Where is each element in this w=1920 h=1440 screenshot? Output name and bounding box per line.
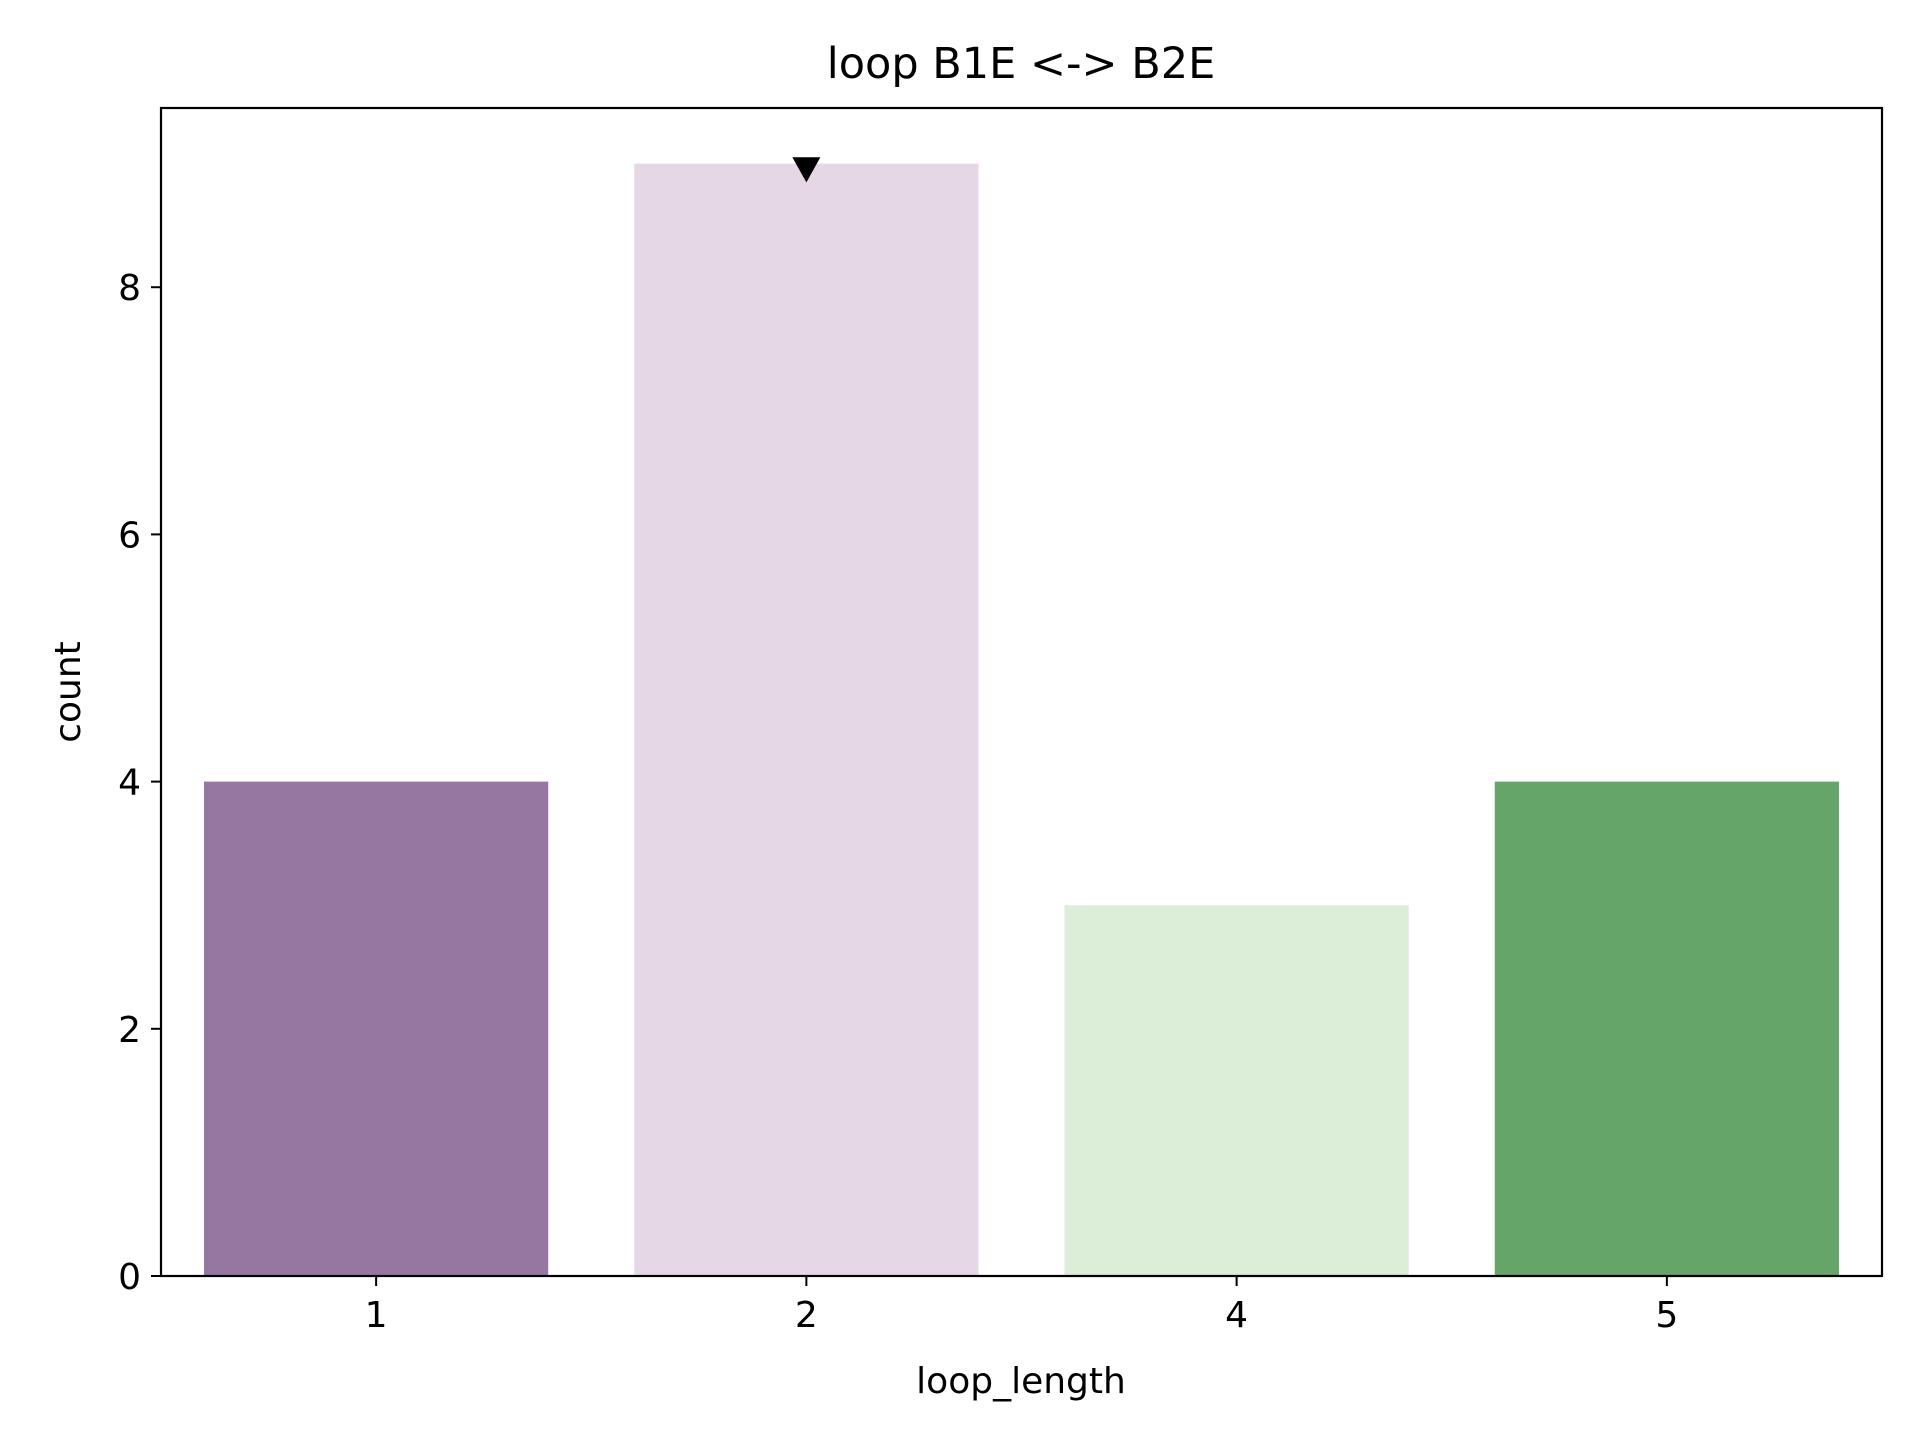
x-tick-label-5: 5 bbox=[1655, 1295, 1678, 1336]
x-axis-label: loop_length bbox=[916, 1361, 1126, 1402]
chart-title: loop B1E <-> B2E bbox=[827, 39, 1216, 89]
bar-5 bbox=[1494, 781, 1839, 1276]
x-tick-label-4: 4 bbox=[1225, 1295, 1248, 1336]
bars-group bbox=[204, 163, 1839, 1276]
marker-2 bbox=[792, 157, 821, 183]
y-axis-label: count bbox=[48, 641, 89, 743]
plot-frame bbox=[159, 106, 1884, 1278]
x-tick-label-1: 1 bbox=[365, 1295, 388, 1336]
y-axis: 0 2 4 6 8 bbox=[118, 268, 161, 1298]
markers-group bbox=[792, 157, 821, 183]
bar-2 bbox=[634, 163, 979, 1276]
y-tick-label-0: 0 bbox=[118, 1257, 141, 1298]
y-tick-label-4: 4 bbox=[118, 763, 141, 804]
y-tick-label-2: 2 bbox=[118, 1010, 141, 1051]
x-axis: 1 2 4 5 bbox=[365, 1276, 1678, 1336]
x-tick-label-2: 2 bbox=[795, 1295, 818, 1336]
bar-1 bbox=[204, 781, 549, 1276]
bar-4 bbox=[1064, 905, 1409, 1276]
y-tick-label-8: 8 bbox=[118, 268, 141, 309]
y-tick-label-6: 6 bbox=[118, 515, 141, 556]
